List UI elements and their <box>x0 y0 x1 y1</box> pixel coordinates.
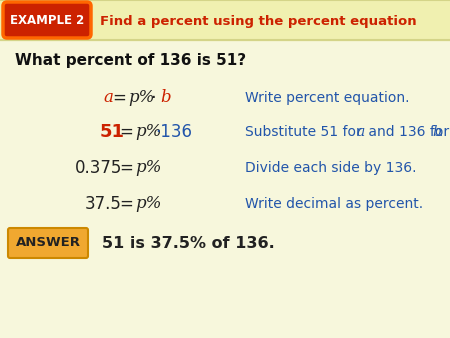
Text: and 136 for: and 136 for <box>364 125 450 139</box>
Text: Divide each side by 136.: Divide each side by 136. <box>245 161 417 175</box>
Text: 51 is 37.5% of 136.: 51 is 37.5% of 136. <box>102 236 275 250</box>
Text: ANSWER: ANSWER <box>15 237 81 249</box>
Text: 37.5: 37.5 <box>85 195 122 213</box>
Text: p%: p% <box>135 160 162 176</box>
Text: 0.375: 0.375 <box>75 159 122 177</box>
Text: =: = <box>120 123 139 141</box>
Text: .: . <box>439 125 443 139</box>
Text: =: = <box>113 89 132 107</box>
FancyBboxPatch shape <box>8 228 88 258</box>
Text: Find a percent using the percent equation: Find a percent using the percent equatio… <box>100 15 417 27</box>
Text: p%: p% <box>128 90 154 106</box>
Text: =: = <box>120 159 139 177</box>
Text: a: a <box>103 90 113 106</box>
Text: =: = <box>120 195 139 213</box>
Text: b: b <box>432 125 441 139</box>
Text: 51: 51 <box>100 123 125 141</box>
Text: Write decimal as percent.: Write decimal as percent. <box>245 197 423 211</box>
Text: What percent of 136 is 51?: What percent of 136 is 51? <box>15 52 246 68</box>
Text: a: a <box>357 125 365 139</box>
Text: p%: p% <box>135 123 162 141</box>
Text: Substitute 51 for: Substitute 51 for <box>245 125 366 139</box>
Text: p%: p% <box>135 195 162 213</box>
Text: b: b <box>160 90 171 106</box>
Text: ·: · <box>150 89 156 107</box>
FancyBboxPatch shape <box>3 2 91 38</box>
Text: Write percent equation.: Write percent equation. <box>245 91 410 105</box>
Text: EXAMPLE 2: EXAMPLE 2 <box>10 15 84 27</box>
Text: ·136: ·136 <box>155 123 192 141</box>
